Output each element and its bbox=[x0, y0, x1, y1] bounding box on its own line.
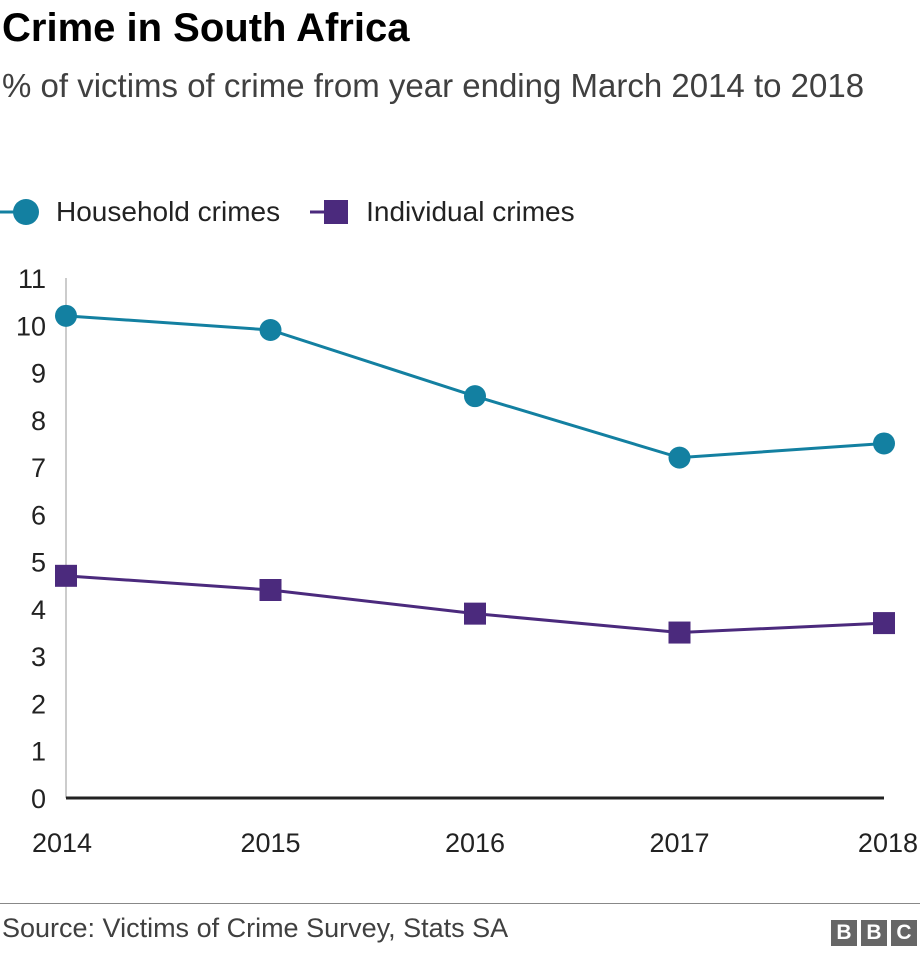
data-point bbox=[259, 319, 282, 341]
data-point bbox=[259, 579, 282, 601]
data-point bbox=[873, 432, 895, 455]
source-note: Source: Victims of Crime Survey, Stats S… bbox=[2, 913, 509, 943]
circle-marker-icon bbox=[0, 199, 39, 225]
legend-item-individual: Individual crimes bbox=[310, 196, 575, 228]
line-chart: 0 1 2 3 4 5 6 7 8 9 10 11 2014 2015 2016 2017 2018 bbox=[16, 264, 918, 858]
x-tick-label: 2018 bbox=[858, 828, 918, 858]
square-marker-icon bbox=[310, 200, 349, 224]
y-tick-label: 7 bbox=[31, 453, 46, 483]
y-tick-label: 9 bbox=[31, 359, 46, 389]
legend-item-household: Household crimes bbox=[0, 196, 280, 228]
y-tick-label: 8 bbox=[31, 406, 46, 436]
bbc-logo: B B C bbox=[831, 920, 917, 946]
logo-letter: B bbox=[861, 920, 887, 946]
data-point bbox=[464, 602, 486, 625]
legend: Household crimes Individual crimes bbox=[0, 190, 605, 234]
y-tick-label: 5 bbox=[31, 548, 46, 578]
y-tick-label: 1 bbox=[31, 737, 46, 767]
chart-title: Crime in South Africa bbox=[2, 6, 410, 50]
x-tick-label: 2016 bbox=[445, 828, 505, 858]
legend-label: Individual crimes bbox=[366, 196, 575, 227]
y-tick-label: 0 bbox=[31, 784, 46, 814]
y-tick-label: 11 bbox=[18, 264, 46, 294]
divider bbox=[0, 903, 920, 904]
y-tick-label: 4 bbox=[31, 595, 46, 625]
y-tick-label: 3 bbox=[31, 642, 46, 672]
logo-letter: C bbox=[891, 920, 917, 946]
data-point bbox=[668, 621, 691, 644]
x-tick-label: 2015 bbox=[240, 828, 300, 858]
data-point bbox=[873, 612, 895, 635]
y-tick-label: 2 bbox=[31, 689, 46, 719]
x-tick-label: 2014 bbox=[32, 828, 92, 858]
data-point bbox=[668, 446, 691, 469]
data-point bbox=[464, 385, 486, 408]
y-tick-label: 10 bbox=[16, 311, 46, 341]
logo-letter: B bbox=[831, 920, 857, 946]
y-tick-label: 6 bbox=[31, 500, 46, 530]
legend-label: Household crimes bbox=[56, 196, 281, 227]
data-point bbox=[55, 564, 77, 587]
x-tick-label: 2017 bbox=[649, 828, 709, 858]
chart-subtitle: % of victims of crime from year ending M… bbox=[2, 67, 865, 104]
data-point bbox=[55, 304, 77, 327]
